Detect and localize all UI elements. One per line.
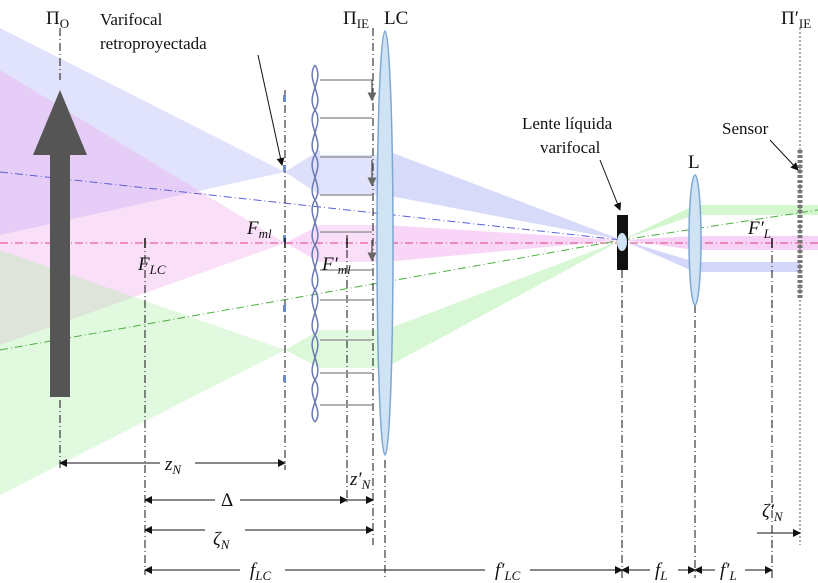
distance-label: ζN <box>213 529 231 552</box>
component-label: L <box>688 152 700 173</box>
focus-label: Fml <box>246 218 272 241</box>
distance-label: f′LC <box>495 560 521 583</box>
distance-label: f′L <box>720 560 737 583</box>
liquid-lens <box>617 215 628 270</box>
distance-label: fLC <box>250 560 272 583</box>
plane-label: ΠIE <box>343 8 369 31</box>
distance-label: zN <box>164 454 182 477</box>
distance-label: fL <box>655 560 668 583</box>
component-label: varifocal <box>540 138 601 157</box>
guides <box>60 28 800 578</box>
component-label: Varifocal <box>100 10 163 29</box>
diagram: ΠO ΠIE Π′IE Varifocal retroproyectada LC… <box>0 0 818 583</box>
pointer <box>600 160 620 210</box>
focus-label: F′L <box>747 218 771 241</box>
dimensions <box>60 463 800 570</box>
component-label: Lente líquida <box>522 114 613 133</box>
distance-label: Δ <box>221 490 233 511</box>
plane-label: ΠO <box>46 8 69 31</box>
pointer <box>258 55 282 165</box>
lens-l <box>689 175 701 305</box>
distance-label: z′N <box>349 469 372 492</box>
plane-label: Π′IE <box>781 8 811 31</box>
component-label: LC <box>384 8 408 29</box>
component-label: Sensor <box>722 119 769 138</box>
distance-label: ζ′N <box>762 501 784 524</box>
component-label: retroproyectada <box>100 34 207 53</box>
pointer <box>770 140 798 170</box>
lc-lens <box>377 31 393 455</box>
